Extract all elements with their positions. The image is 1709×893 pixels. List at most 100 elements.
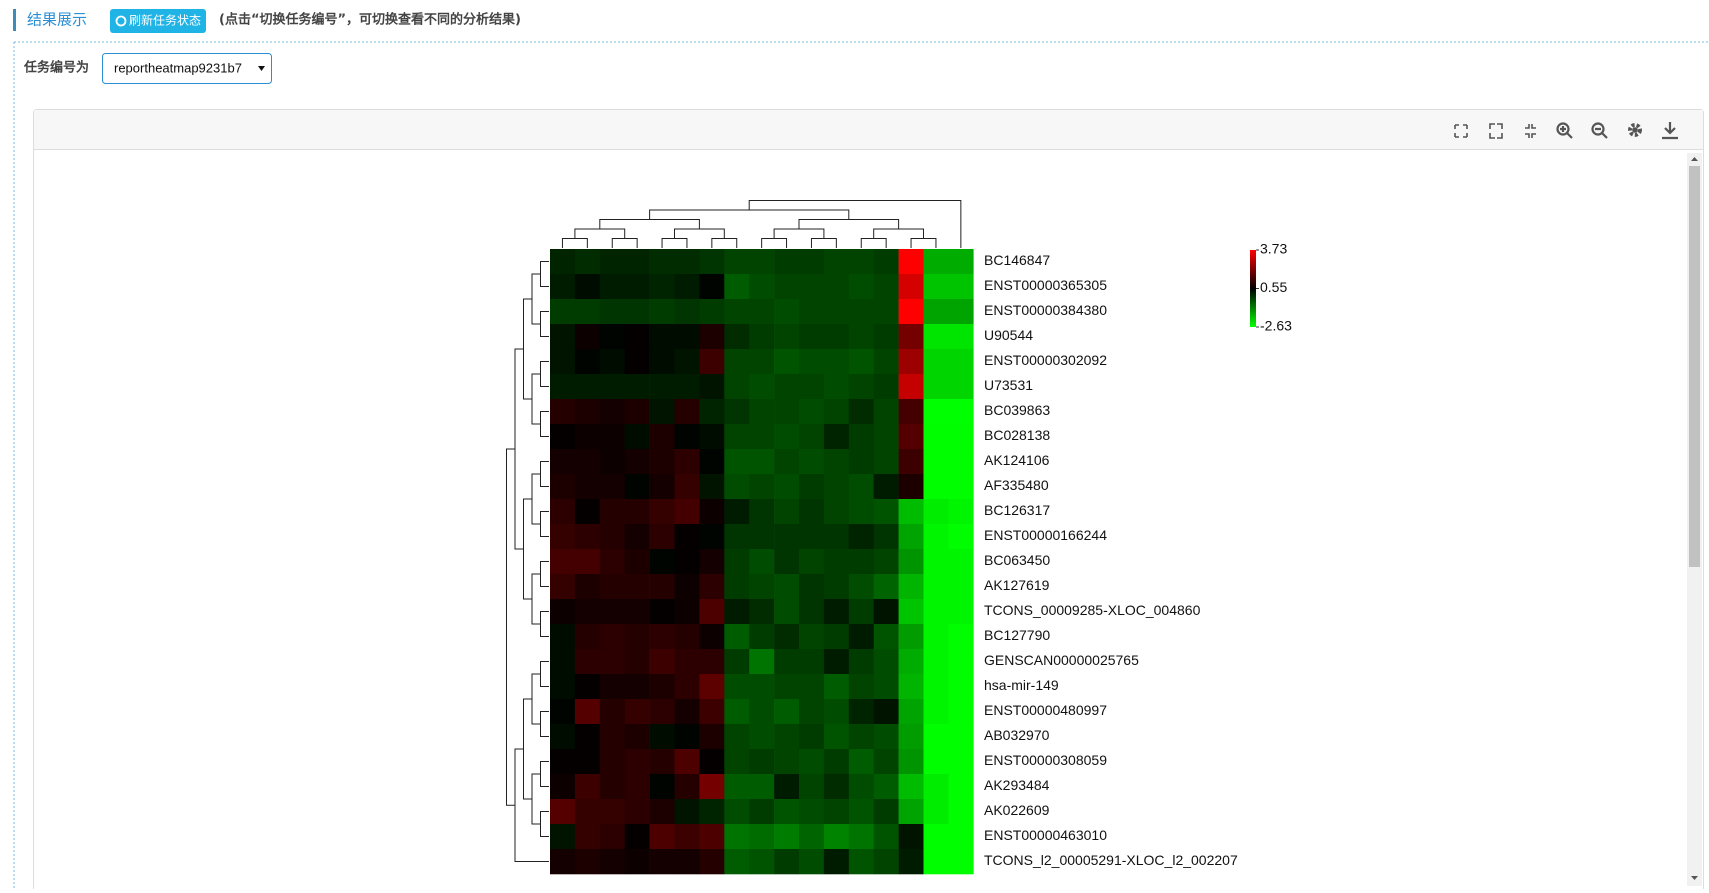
heatmap-cell — [574, 649, 601, 675]
heatmap-cell — [649, 449, 675, 475]
heatmap-cell — [774, 399, 800, 425]
heatmap-cell — [749, 724, 775, 750]
heatmap-cell — [749, 674, 775, 700]
heatmap-cell — [674, 324, 700, 350]
heatmap-cell — [848, 249, 874, 275]
heatmap-cell — [799, 774, 825, 800]
row-label: ENST00000308059 — [984, 752, 1107, 768]
heatmap-cell — [774, 824, 800, 850]
heatmap-cell — [823, 299, 850, 325]
row-label: ENST00000480997 — [984, 702, 1107, 718]
heatmap-cell — [873, 474, 899, 500]
toolbar — [34, 110, 1703, 149]
heatmap-cell — [898, 724, 924, 750]
legend-label: -2.63 — [1260, 318, 1292, 334]
heatmap-cell — [873, 324, 899, 350]
zoom-in-button[interactable] — [1556, 122, 1573, 139]
heatmap-cell — [923, 849, 949, 875]
heatmap-cell — [574, 474, 601, 500]
scrollbar[interactable] — [1687, 153, 1702, 886]
heatmap-cell — [774, 499, 800, 525]
heatmap-cell — [599, 324, 625, 350]
heatmap-cell — [848, 674, 874, 700]
heatmap-cell — [923, 824, 949, 850]
fit-button[interactable] — [1454, 124, 1468, 138]
heatmap-cell — [749, 549, 775, 575]
section-title: 结果展示 — [27, 11, 87, 29]
heatmap-cell — [599, 349, 625, 375]
heatmap-cell — [649, 724, 675, 750]
heatmap-cell — [724, 349, 750, 375]
heatmap-cell — [674, 724, 700, 750]
task-select[interactable]: reportheatmap9231b7 — [102, 53, 272, 84]
heatmap-cell — [898, 299, 924, 325]
row-label: U73531 — [984, 377, 1033, 393]
heatmap-cell — [923, 649, 949, 675]
download-button[interactable] — [1662, 122, 1678, 140]
heatmap-cell — [749, 524, 775, 550]
heatmap-cell — [674, 349, 700, 375]
heatmap-cell — [799, 574, 825, 600]
heatmap-cell — [774, 849, 800, 875]
heatmap-cell — [624, 424, 650, 450]
heatmap-cell — [873, 374, 899, 400]
heatmap-cell — [823, 824, 850, 850]
heatmap-cell — [624, 824, 650, 850]
heatmap-cell — [599, 249, 625, 275]
heatmap-cell — [799, 299, 825, 325]
heatmap-cell — [550, 474, 576, 500]
heatmap-cell — [699, 849, 725, 875]
heatmap-cell — [848, 649, 874, 675]
heatmap-cell — [724, 399, 750, 425]
heatmap-cell — [699, 799, 725, 825]
heatmap-cell — [674, 474, 700, 500]
heatmap-cell — [749, 449, 775, 475]
heatmap-cell — [624, 549, 650, 575]
heatmap-cell — [649, 499, 675, 525]
heatmap-cell — [848, 699, 874, 725]
heatmap-cell — [624, 474, 650, 500]
heatmap-cell — [649, 249, 675, 275]
heatmap-cell — [699, 699, 725, 725]
refresh-label: 刷新任务状态 — [129, 13, 201, 28]
heatmap-cell — [599, 624, 625, 650]
heatmap-cell — [823, 674, 850, 700]
heatmap-cell — [923, 449, 949, 475]
heatmap-cell — [724, 749, 750, 775]
heatmap-cell — [923, 299, 949, 325]
heatmap-cell — [674, 649, 700, 675]
heatmap-cell — [873, 274, 899, 300]
heatmap-cell — [948, 424, 974, 450]
heatmap-cell — [724, 824, 750, 850]
row-label: TCONS_00009285-XLOC_004860 — [984, 602, 1201, 618]
heatmap-cell — [873, 299, 899, 325]
heatmap-cell — [948, 824, 974, 850]
heatmap-cell — [774, 424, 800, 450]
heatmap-cell — [749, 649, 775, 675]
heatmap-cell — [624, 724, 650, 750]
heatmap-cell — [873, 449, 899, 475]
fullscreen-button[interactable] — [1489, 123, 1503, 139]
heatmap-cell — [624, 749, 650, 775]
refresh-button[interactable]: 刷新任务状态 — [110, 9, 206, 33]
heatmap-cell — [823, 349, 850, 375]
zoom-out-button[interactable] — [1591, 122, 1608, 139]
heatmap-cell — [649, 674, 675, 700]
heatmap-cell — [550, 599, 576, 625]
row-label: BC126317 — [984, 502, 1050, 518]
heatmap-cell — [948, 699, 974, 725]
shrink-button[interactable] — [1525, 124, 1536, 138]
heatmap-cell — [649, 799, 675, 825]
heatmap-cell — [923, 524, 949, 550]
heatmap-cell — [550, 624, 576, 650]
heatmap-cell — [550, 499, 576, 525]
heatmap-cell — [574, 799, 601, 825]
heatmap-cell — [873, 824, 899, 850]
heatmap-cell — [898, 749, 924, 775]
heatmap-cell — [649, 849, 675, 875]
heatmap-cell — [923, 624, 949, 650]
heatmap-cell — [649, 649, 675, 675]
heatmap-cell — [774, 524, 800, 550]
settings-button[interactable] — [1628, 123, 1642, 137]
